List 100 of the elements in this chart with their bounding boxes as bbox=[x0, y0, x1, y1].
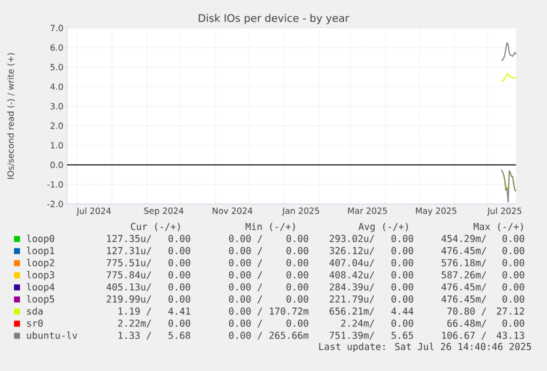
y-tick-label: 5.0 bbox=[50, 64, 63, 70]
text: 0.00 bbox=[168, 320, 190, 327]
text: 476.45m/ bbox=[442, 283, 486, 292]
text: 0.00 bbox=[392, 247, 414, 254]
text: 0.00 bbox=[392, 271, 414, 278]
text: 43.13 bbox=[496, 332, 524, 339]
x-tick-label: Mar 2025 bbox=[348, 208, 387, 214]
text: Min (-/+) bbox=[246, 222, 295, 232]
chart-title: Disk IOs per device - by year bbox=[198, 14, 350, 24]
text: 408.42u/ bbox=[330, 271, 374, 280]
text: 0.00 bbox=[392, 320, 414, 327]
text: 0.00 bbox=[168, 271, 190, 278]
text: 66.48m/ bbox=[447, 320, 486, 328]
y-tick-label: 1.0 bbox=[50, 142, 63, 149]
text: 0.00 bbox=[168, 259, 190, 266]
y-tick-label: 4.0 bbox=[50, 83, 63, 90]
text: 0.00 / bbox=[229, 234, 262, 243]
text: 775.84u/ bbox=[106, 271, 152, 280]
text: 476.45m/ bbox=[442, 247, 486, 255]
text: 0.00 / bbox=[229, 308, 262, 316]
text: 2.24m/ bbox=[341, 320, 374, 328]
text: 0.00 bbox=[286, 259, 308, 266]
text: 265.66m bbox=[269, 332, 308, 339]
text: 775.51u/ bbox=[106, 259, 152, 268]
text: 0.00 / bbox=[229, 283, 262, 292]
x-tick-label: Nov 2024 bbox=[212, 208, 252, 214]
legend-label: sr0 bbox=[27, 320, 43, 327]
text: 293.02u/ bbox=[330, 234, 374, 243]
text: 0.00 bbox=[502, 271, 524, 278]
text: 0.00 bbox=[502, 283, 524, 291]
x-tick-label: Sep 2024 bbox=[144, 208, 184, 216]
text: 0.00 bbox=[502, 247, 524, 254]
text: 0.00 bbox=[502, 295, 524, 303]
text: 70.80 / bbox=[447, 308, 486, 316]
text: 0.00 bbox=[168, 295, 190, 303]
legend-label: loop2 bbox=[26, 258, 54, 268]
y-tick-label: -1.0 bbox=[47, 181, 63, 188]
text: 476.45m/ bbox=[442, 295, 486, 304]
text: 0.00 bbox=[502, 234, 524, 242]
text: 0.00 bbox=[286, 320, 308, 327]
text: 127.35u/ bbox=[107, 234, 152, 243]
x-tick-label: Jan 2025 bbox=[282, 208, 320, 216]
text: 0.00 / bbox=[229, 259, 262, 268]
legend-label: loop1 bbox=[26, 246, 54, 256]
text: 0.00 bbox=[286, 271, 308, 278]
text: 106.67 / bbox=[442, 332, 486, 340]
text: 326.12u/ bbox=[330, 247, 374, 255]
text: 576.18m/ bbox=[442, 259, 486, 268]
text: 0.00 bbox=[286, 283, 308, 291]
text: Max (-/+) bbox=[474, 222, 523, 232]
text: 0.00 bbox=[392, 259, 414, 266]
text: 0.00 / bbox=[229, 295, 262, 304]
y-tick-label: 6.0 bbox=[50, 44, 63, 51]
text: 4.44 bbox=[391, 308, 414, 315]
text: 0.00 / bbox=[229, 247, 262, 255]
text: 127.31u/ bbox=[107, 247, 152, 255]
legend-label: loop5 bbox=[26, 295, 54, 304]
text: 0.00 / bbox=[229, 320, 262, 328]
text: 284.39u/ bbox=[330, 283, 374, 292]
text: 407.04u/ bbox=[330, 259, 374, 268]
y-axis-title: IOs/second read (-) / write (+) bbox=[7, 53, 15, 179]
text: 751.39m/ bbox=[330, 332, 374, 340]
text: 405.13u/ bbox=[106, 283, 152, 292]
text: 0.00 bbox=[168, 247, 190, 254]
text: 0.00 / bbox=[229, 332, 262, 340]
text: 454.29m/ bbox=[442, 234, 486, 243]
y-tick-label: 2.0 bbox=[50, 122, 63, 129]
y-tick-label: 3.0 bbox=[50, 103, 63, 110]
legend-label: loop0 bbox=[26, 234, 54, 244]
text: 0.00 bbox=[502, 320, 524, 327]
legend-label: sda bbox=[27, 307, 43, 315]
text: 170.72m bbox=[270, 308, 308, 315]
text: 5.68 bbox=[168, 332, 190, 339]
text: 0.00 bbox=[502, 259, 524, 266]
text: 0.00 bbox=[392, 295, 414, 303]
legend-label: loop4 bbox=[26, 283, 54, 292]
y-tick-label: -2.0 bbox=[47, 200, 63, 208]
text: 0.00 bbox=[286, 295, 308, 303]
text: 0.00 bbox=[392, 283, 414, 291]
text: 656.21m/ bbox=[330, 308, 374, 316]
y-tick-label: 0.0 bbox=[50, 162, 63, 168]
text: 219.99u/ bbox=[106, 295, 152, 304]
legend-label: ubuntu-lv bbox=[27, 332, 78, 339]
text: 0.00 bbox=[286, 234, 308, 242]
text: 1.19 / bbox=[118, 308, 152, 316]
text: 0.00 bbox=[286, 247, 308, 254]
text: 0.00 / bbox=[229, 271, 262, 280]
x-tick-label: Jul 2024 bbox=[76, 208, 111, 216]
text: 2.22m/ bbox=[118, 320, 152, 328]
text: 4.41 bbox=[168, 308, 190, 315]
text: 221.79u/ bbox=[330, 295, 374, 304]
text: 587.26m/ bbox=[442, 271, 486, 280]
text: 27.12 bbox=[496, 308, 524, 315]
text: 0.00 bbox=[168, 234, 190, 242]
text: 0.00 bbox=[168, 283, 190, 291]
text: 5.65 bbox=[392, 332, 414, 339]
y-tick-label: 7.0 bbox=[50, 24, 63, 32]
text: Last update: Sat Jul 26 14:40:46 2025 bbox=[319, 342, 532, 352]
x-tick-label: Jul 2025 bbox=[487, 208, 522, 216]
text: Cur (-/+) bbox=[130, 222, 180, 232]
